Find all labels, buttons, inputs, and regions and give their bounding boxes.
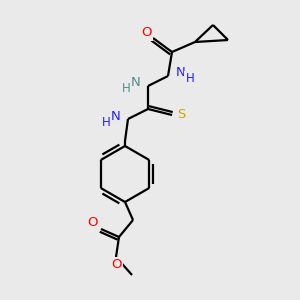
Text: H: H [122, 82, 130, 95]
Text: S: S [177, 109, 185, 122]
Text: N: N [111, 110, 121, 124]
Text: O: O [88, 217, 98, 230]
Text: N: N [176, 67, 186, 80]
Text: O: O [141, 26, 151, 40]
Text: H: H [186, 73, 194, 85]
Text: O: O [111, 259, 121, 272]
Text: N: N [131, 76, 141, 89]
Text: H: H [102, 116, 110, 130]
